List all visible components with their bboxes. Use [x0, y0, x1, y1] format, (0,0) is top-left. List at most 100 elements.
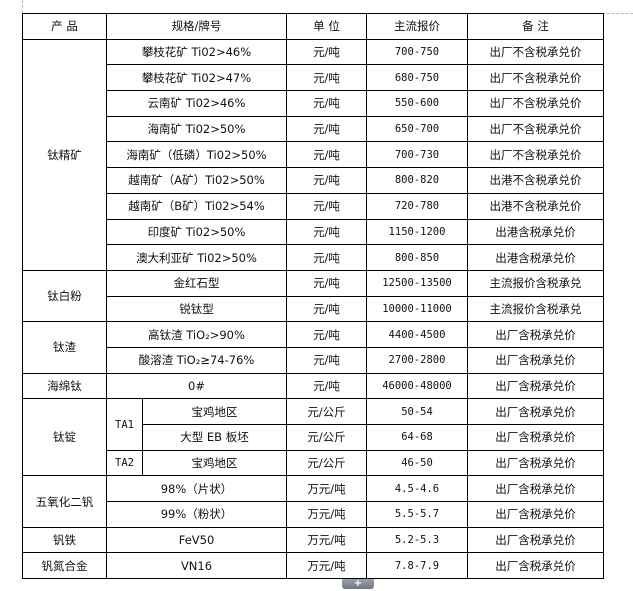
spec-cell: 高钛渣 TiO₂>90% [106, 321, 287, 348]
spec-cell: 宝鸡地区 [142, 449, 287, 477]
grade-label: TA2 [106, 449, 143, 477]
product-name: 海绵钛 [22, 372, 107, 400]
unit-cell: 元/吨 [286, 141, 367, 169]
table-row: 99%（粉状） 万元/吨 5.5-5.7 出厂含税承兑价 [23, 501, 604, 528]
table-row: 锐钛型 元/吨 10000-11000 主流报价含税承兑 [23, 295, 604, 323]
price-cell: 4400-4500 [366, 321, 468, 348]
note-cell: 出厂含税承兑价 [467, 475, 604, 503]
note-cell: 出厂含税承兑价 [467, 501, 604, 528]
table-row: 钒氮合金 VN16 万元/吨 7.8-7.9 出厂含税承兑价 [22, 552, 604, 580]
table-row: 大型 EB 板坯 元/公斤 64-68 出厂含税承兑价 [23, 424, 604, 451]
table-row: 钒铁 FeV50 万元/吨 5.2-5.3 出厂含税承兑价 [22, 526, 604, 554]
unit-cell: 元/吨 [286, 38, 367, 66]
spec-cell: 金红石型 [106, 269, 287, 297]
unit-cell: 元/吨 [286, 346, 367, 374]
note-cell: 出厂不含税承兑价 [467, 115, 604, 143]
price-cell: 10000-11000 [366, 295, 468, 323]
table-row: 钛精矿 攀枝花矿 Ti02>46% 元/吨 700-750 出厂不含税承兑价 [22, 38, 604, 271]
spec-cell: 大型 EB 板坯 [142, 424, 287, 451]
table-row: 五氧化二钒 98%（片状） 万元/吨 4.5-4.6 出厂含税承兑价 [22, 475, 604, 528]
table-row: 印度矿 Ti02>50% 元/吨 1150-1200 出港含税承兑价 [23, 218, 604, 246]
product-name: 五氧化二钒 [22, 475, 107, 528]
spec-cell: 酸溶渣 TiO₂≥74-76% [106, 346, 287, 374]
spec-cell: 0# [106, 372, 287, 400]
product-name: 钛渣 [22, 321, 107, 374]
unit-cell: 元/吨 [286, 295, 367, 323]
unit-cell: 元/公斤 [286, 398, 367, 425]
unit-cell: 万元/吨 [286, 475, 367, 503]
price-cell: 5.5-5.7 [366, 501, 468, 528]
unit-cell: 元/吨 [286, 115, 367, 143]
note-cell: 出厂含税承兑价 [467, 398, 604, 425]
unit-cell: 元/吨 [286, 64, 367, 92]
spec-cell: 98%（片状） [106, 475, 287, 503]
product-name: 钛锭 [22, 398, 107, 477]
spec-cell: 攀枝花矿 Ti02>46% [106, 38, 287, 66]
unit-cell: 元/吨 [286, 192, 367, 220]
price-cell: 50-54 [366, 398, 468, 425]
price-cell: 12500-13500 [366, 269, 468, 297]
unit-cell: 元/公斤 [286, 424, 367, 451]
price-cell: 46-50 [366, 449, 468, 477]
spec-cell: 越南矿（A矿）Ti02>50% [106, 167, 287, 194]
table-row: 越南矿（B矿）Ti02>54% 元/吨 720-780 出港不含税承兑价 [23, 192, 604, 220]
unit-cell: 元/吨 [286, 372, 367, 400]
table-row: 攀枝花矿 Ti02>47% 元/吨 680-750 出厂不含税承兑价 [23, 64, 604, 92]
product-name: 钒铁 [22, 526, 107, 554]
table-row: 海南矿 Ti02>50% 元/吨 650-700 出厂不含税承兑价 [23, 115, 604, 143]
note-cell: 出厂含税承兑价 [467, 449, 604, 477]
product-name: 钛精矿 [22, 38, 107, 271]
table-row: TA2 宝鸡地区 元/公斤 46-50 出厂含税承兑价 [23, 449, 604, 477]
header-price: 主流报价 [366, 13, 468, 40]
price-cell: 700-750 [366, 38, 468, 66]
note-cell: 出厂含税承兑价 [467, 346, 604, 374]
spec-cell: 海南矿（低磷）Ti02>50% [106, 141, 287, 169]
spec-cell: 海南矿 Ti02>50% [106, 115, 287, 143]
price-cell: 700-730 [366, 141, 468, 169]
header-spec: 规格/牌号 [106, 13, 287, 40]
table-row: 钛锭 TA1 宝鸡地区 元/公斤 50-54 出厂含税承兑价 [22, 398, 604, 477]
price-table: 产 品 规格/牌号 单 位 主流报价 备 注 钛精矿 攀枝花矿 Ti02>46% 元… [22, 13, 604, 580]
table-row: 钛白粉 金红石型 元/吨 12500-13500 主流报价含税承兑 [22, 269, 604, 323]
grade-label: TA1 [106, 398, 143, 451]
price-cell: 1150-1200 [366, 218, 468, 246]
unit-cell: 万元/吨 [286, 552, 367, 580]
spec-cell: 99%（粉状） [106, 501, 287, 528]
table-row: 海南矿（低磷）Ti02>50% 元/吨 700-730 出厂不含税承兑价 [23, 141, 604, 169]
table-row: 云南矿 Ti02>46% 元/吨 550-600 出厂不含税承兑价 [23, 90, 604, 117]
note-cell: 出厂含税承兑价 [467, 372, 604, 400]
header-unit: 单 位 [286, 13, 367, 40]
spec-cell: 澳大利亚矿 Ti02>50% [106, 244, 287, 271]
note-cell: 出厂不含税承兑价 [467, 90, 604, 117]
note-cell: 出厂含税承兑价 [467, 424, 604, 451]
price-cell: 5.2-5.3 [366, 526, 468, 554]
price-cell: 800-820 [366, 167, 468, 194]
table-row: 越南矿（A矿）Ti02>50% 元/吨 800-820 出港不含税承兑价 [23, 167, 604, 194]
spec-cell: FeV50 [106, 526, 287, 554]
expand-button[interactable]: + [342, 579, 374, 589]
spec-cell: 越南矿（B矿）Ti02>54% [106, 192, 287, 220]
unit-cell: 万元/吨 [286, 526, 367, 554]
price-cell: 2700-2800 [366, 346, 468, 374]
price-cell: 550-600 [366, 90, 468, 117]
price-cell: 650-700 [366, 115, 468, 143]
header-note: 备 注 [467, 13, 604, 40]
price-cell: 680-750 [366, 64, 468, 92]
unit-cell: 元/吨 [286, 321, 367, 348]
spec-cell: 锐钛型 [106, 295, 287, 323]
price-cell: 720-780 [366, 192, 468, 220]
note-cell: 出厂含税承兑价 [467, 526, 604, 554]
unit-cell: 元/吨 [286, 90, 367, 117]
price-cell: 64-68 [366, 424, 468, 451]
unit-cell: 元/吨 [286, 218, 367, 246]
note-cell: 出港不含税承兑价 [467, 192, 604, 220]
note-cell: 主流报价含税承兑 [467, 295, 604, 323]
spec-cell: 印度矿 Ti02>50% [106, 218, 287, 246]
price-cell: 46000-48000 [366, 372, 468, 400]
product-name: 钒氮合金 [22, 552, 107, 580]
table-guide-line [22, 0, 23, 13]
note-cell: 出港不含税承兑价 [467, 167, 604, 194]
header-product: 产 品 [22, 13, 107, 40]
unit-cell: 元/吨 [286, 269, 367, 297]
table-row: 钛渣 高钛渣 TiO₂>90% 元/吨 4400-4500 出厂含税承兑价 [22, 321, 604, 374]
